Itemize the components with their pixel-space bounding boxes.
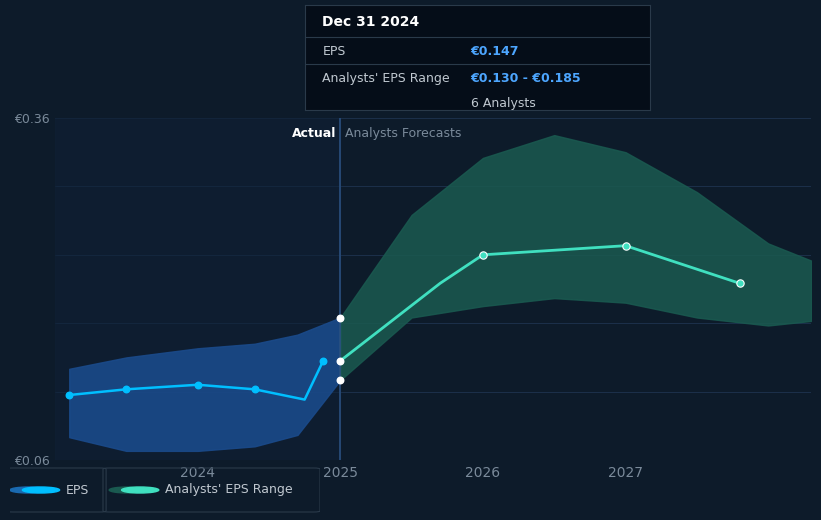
Point	[333, 376, 346, 384]
Point	[317, 357, 330, 365]
Text: Analysts' EPS Range: Analysts' EPS Range	[165, 484, 292, 497]
Point	[333, 357, 346, 365]
Text: Analysts' EPS Range: Analysts' EPS Range	[323, 72, 450, 85]
Point	[62, 391, 76, 399]
Text: €0.130 - €0.185: €0.130 - €0.185	[470, 72, 581, 85]
Point	[619, 241, 632, 250]
Text: Dec 31 2024: Dec 31 2024	[323, 16, 420, 30]
Point	[191, 381, 204, 389]
Point	[120, 385, 133, 394]
Text: Actual: Actual	[291, 127, 336, 140]
Text: EPS: EPS	[323, 45, 346, 58]
Point	[476, 251, 489, 259]
Text: Analysts Forecasts: Analysts Forecasts	[345, 127, 461, 140]
Text: 6 Analysts: 6 Analysts	[470, 97, 535, 110]
Point	[333, 314, 346, 322]
Text: €0.147: €0.147	[470, 45, 519, 58]
Circle shape	[22, 487, 60, 493]
Point	[733, 279, 746, 288]
Circle shape	[10, 487, 47, 493]
Bar	[55, 118, 340, 460]
Text: EPS: EPS	[66, 484, 89, 497]
Circle shape	[122, 487, 158, 493]
Circle shape	[109, 487, 146, 493]
Point	[248, 385, 261, 394]
